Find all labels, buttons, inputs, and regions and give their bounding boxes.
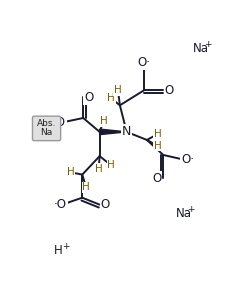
Text: +: +: [204, 40, 211, 49]
Text: H: H: [54, 244, 62, 257]
Text: H: H: [107, 93, 115, 103]
Text: Abs.: Abs.: [37, 119, 56, 128]
Text: H: H: [95, 164, 103, 174]
Text: O: O: [165, 84, 174, 97]
Text: H: H: [67, 167, 74, 177]
Text: ·O: ·O: [53, 116, 65, 129]
Text: O·: O·: [137, 56, 150, 69]
Text: H: H: [154, 129, 161, 139]
Text: +: +: [187, 205, 194, 214]
Text: Na: Na: [193, 42, 209, 55]
Text: O: O: [152, 172, 161, 184]
Text: Na: Na: [40, 128, 53, 137]
Text: O·: O·: [181, 153, 194, 166]
Text: Na: Na: [176, 207, 192, 220]
Text: +: +: [62, 242, 70, 251]
Polygon shape: [100, 129, 127, 135]
FancyBboxPatch shape: [32, 116, 61, 141]
Text: H: H: [107, 160, 115, 170]
Text: N: N: [122, 125, 131, 138]
Text: H: H: [154, 141, 161, 151]
Text: H: H: [82, 182, 90, 192]
Text: O: O: [84, 91, 94, 104]
Text: ·O: ·O: [54, 198, 66, 211]
Text: O: O: [101, 198, 110, 211]
Text: H: H: [114, 85, 122, 95]
Text: H: H: [100, 116, 107, 127]
